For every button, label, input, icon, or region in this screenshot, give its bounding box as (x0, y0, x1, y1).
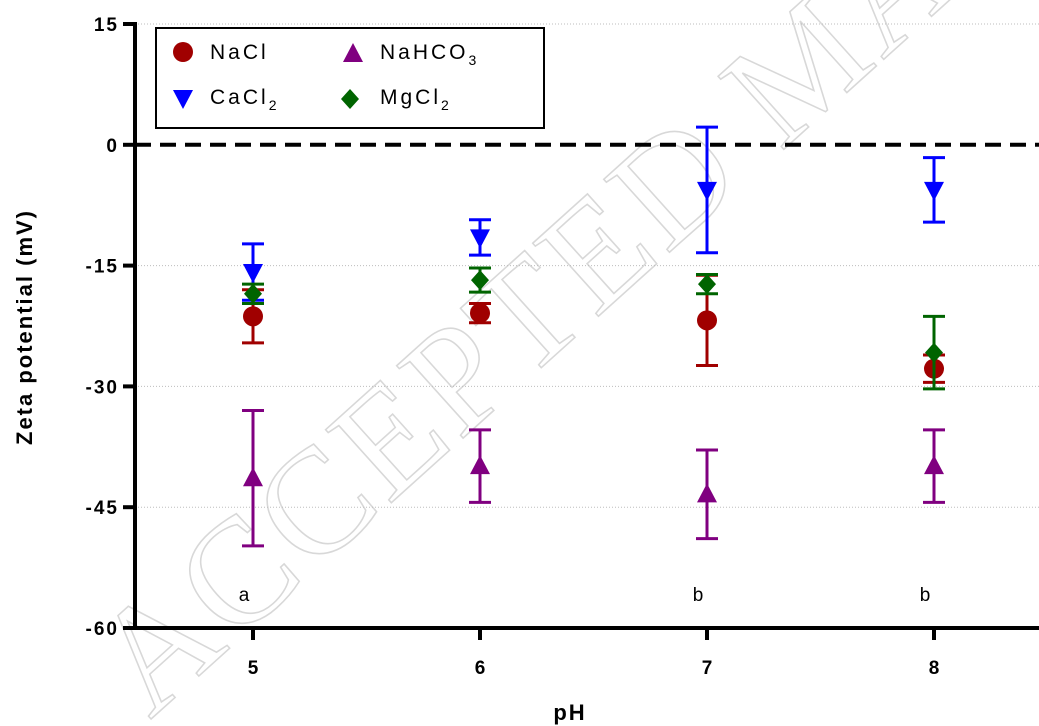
data-point (470, 455, 490, 475)
x-axis-label: pH (553, 700, 586, 725)
series-nahco3 (242, 409, 945, 548)
data-point (697, 181, 717, 201)
legend-entry-label: CaCl2 (210, 86, 277, 113)
data-point (698, 274, 716, 295)
legend-entry-label: NaCl (210, 41, 269, 64)
legend-marker (341, 89, 359, 109)
data-point (470, 229, 490, 249)
series-mgcl2 (242, 266, 945, 391)
x-tick-label: 6 (475, 658, 488, 679)
legend-marker (173, 90, 193, 109)
legend-entry-subscript: 2 (441, 97, 449, 113)
series-markers (242, 125, 945, 548)
legend-entry-subscript: 3 (469, 52, 477, 68)
data-point (471, 270, 489, 291)
data-point (243, 306, 263, 327)
annotation-label: a (239, 585, 250, 606)
y-tick-label: 15 (94, 15, 119, 36)
y-tick-label: -15 (86, 257, 119, 278)
legend-marker (173, 42, 193, 62)
y-tick-label: -30 (86, 377, 119, 398)
axes (133, 22, 1039, 630)
y-tick-label: -45 (86, 498, 119, 519)
x-tick-label: 8 (929, 658, 942, 679)
x-tick-label: 5 (248, 658, 261, 679)
legend-entry-main: NaHCO (380, 41, 469, 64)
x-ticks: 5 6 7 8 (248, 628, 942, 679)
data-point (697, 310, 717, 331)
legend-box (155, 27, 545, 129)
legend-entry-main: NaCl (210, 41, 269, 64)
legend-entry-main: CaCl (210, 86, 269, 109)
series-cacl2 (242, 125, 945, 302)
series-nacl (242, 273, 945, 384)
legend-entry-label: MgCl2 (380, 86, 449, 113)
data-point (697, 483, 717, 503)
legend-entry-subscript: 2 (269, 97, 277, 113)
data-point (924, 181, 944, 201)
data-point (470, 303, 490, 324)
legend-entry-label: NaHCO3 (380, 41, 477, 68)
data-point (925, 342, 943, 363)
y-axis-label: Zeta potential (mV) (12, 209, 37, 445)
gridlines (135, 23, 1039, 508)
data-point (243, 264, 263, 284)
y-tick-label: 0 (106, 136, 119, 157)
data-point (244, 283, 262, 304)
data-point (924, 455, 944, 475)
x-tick-label: 7 (702, 658, 715, 679)
y-ticks: 15 0 -15 -30 -45 -60 (86, 15, 135, 640)
annotation-label: b (920, 585, 931, 606)
legend-entry-main: MgCl (380, 86, 441, 109)
data-point (243, 467, 263, 487)
legend-marker (343, 43, 363, 62)
annotation-label: b (693, 585, 704, 606)
y-tick-label: -60 (86, 619, 119, 640)
